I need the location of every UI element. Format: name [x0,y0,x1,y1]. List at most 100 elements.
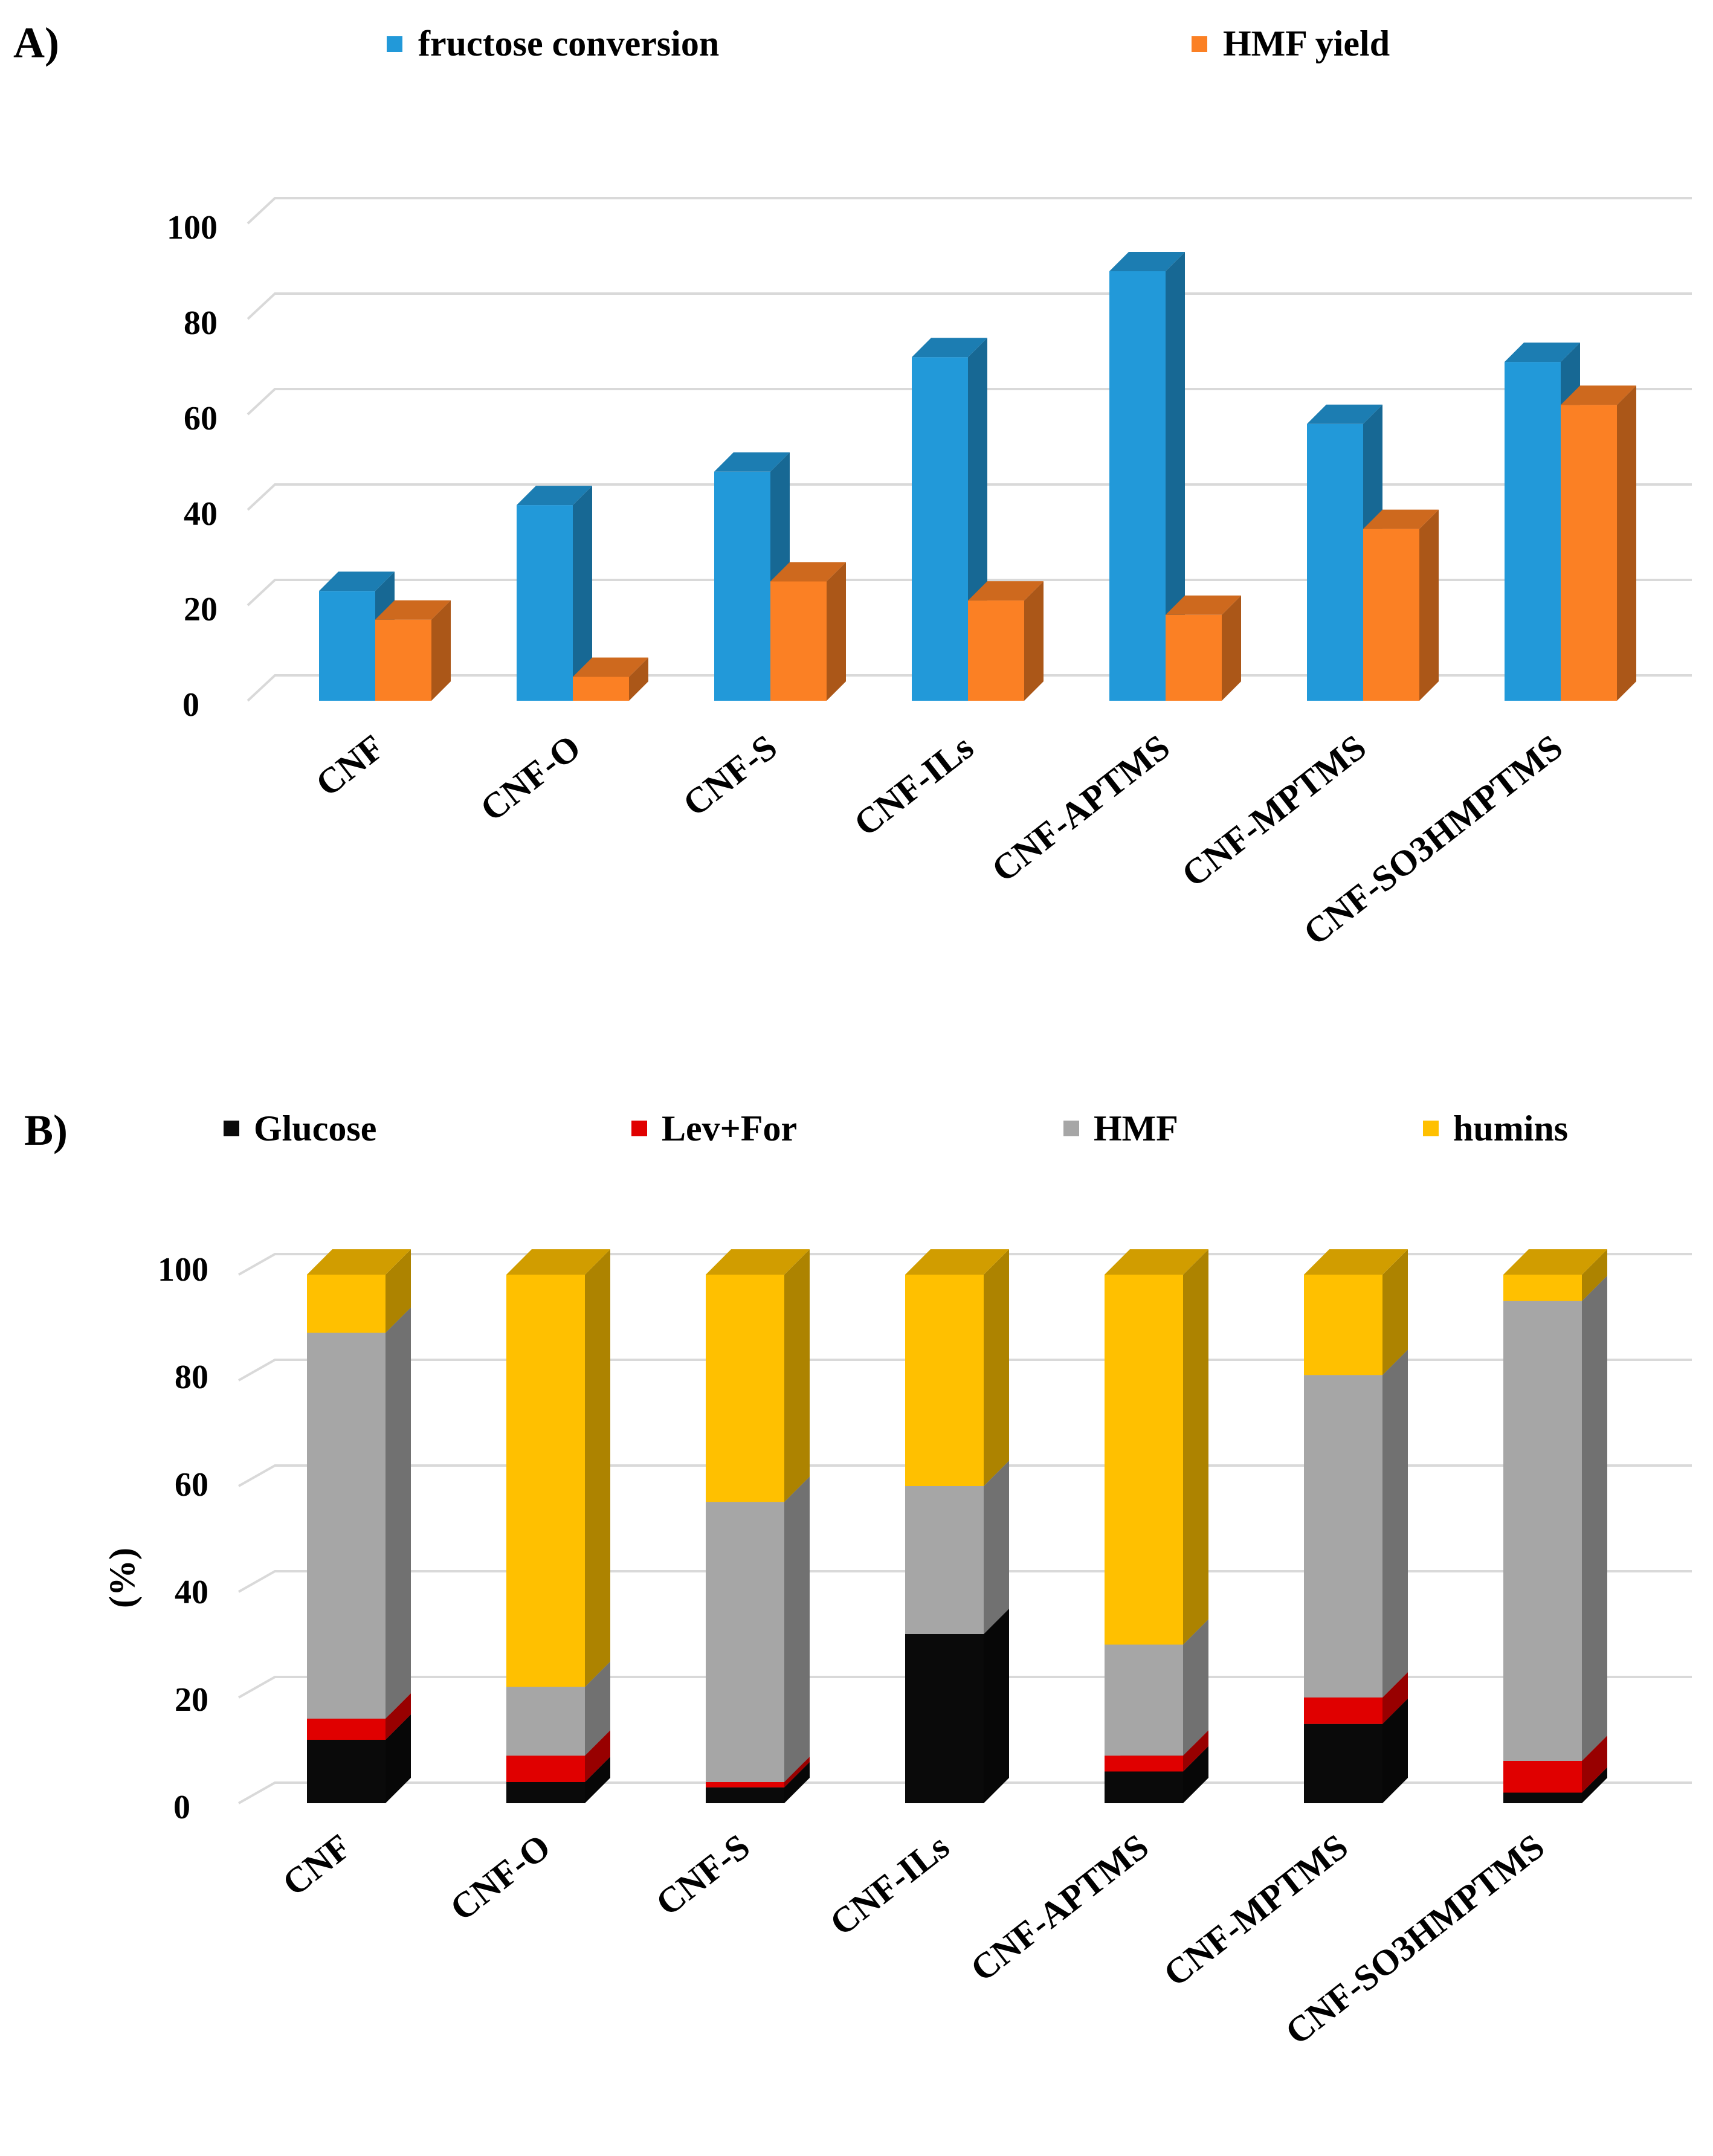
legend-swatch-hmf-yield [1192,36,1207,52]
bar-fructose-conversion-cnf-ils-top [912,338,987,358]
bar-hmf-yield-cnf-mptms [1363,509,1439,701]
bar-segment-glucose-cnf-s-front [706,1787,784,1803]
bar-fructose-conversion-cnf-o [517,486,592,701]
panel-b-x-labels: CNF CNF-O CNF-S CNF-ILs CNF-APTMS CNF-MP… [275,1826,1552,2052]
bar-segment-humins-cnf-mptms-side [1382,1249,1408,1376]
bar-segment-lev-for-cnf-aptms-side [1183,1730,1208,1772]
legend-swatch-hmf [1063,1121,1079,1136]
x-category-label: CNF-S [648,1826,757,1923]
legend-label-fructose-conversion: fructose conversion [418,24,719,63]
bar-segment-hmf-cnf-ils-side [984,1461,1009,1634]
bar-hmf-yield-cnf-ils-top [968,581,1044,601]
bar-segment-humins-cnf-aptms-side [1183,1249,1208,1645]
bar-fructose-conversion-cnf-aptms-front [1109,271,1166,701]
bar-hmf-yield-cnf [375,600,451,701]
bar-segment-glucose-cnf-mptms-side [1382,1698,1408,1803]
bar-segment-humins-cnf-s [706,1249,810,1502]
bar-segment-lev-for-cnf-side [386,1693,411,1740]
y-tick-label: 60 [175,1466,208,1504]
bar-segment-hmf-cnf-mptms-front [1304,1375,1382,1697]
bar-segment-hmf-cnf-s-side [784,1476,810,1782]
gridline [247,579,1692,607]
bar-hmf-yield-cnf-side [431,600,451,701]
bar-segment-humins-cnf-o [506,1249,610,1687]
bar-segment-lev-for-cnf-so3hmptms-front [1503,1761,1582,1793]
bar-hmf-yield-cnf-o-side [629,657,648,701]
gridline [238,1253,1692,1276]
bar-segment-humins-cnf-side [386,1249,411,1333]
panel-a-y-ticks: 0 20 40 60 80 100 [167,209,218,724]
bar-segment-humins-cnf-so3hmptms-top [1503,1249,1607,1275]
gridline [247,388,1692,416]
y-tick-label: 0 [182,686,199,724]
gridline [238,1781,1692,1804]
bar-fructose-conversion-cnf-aptms [1109,252,1185,701]
bar-segment-glucose-cnf-mptms-front [1304,1723,1382,1803]
x-category-label: CNF-ILs [847,727,981,844]
bar-segment-glucose-cnf-o-side [585,1757,610,1803]
bar-segment-hmf-cnf-side [386,1307,411,1719]
bar-segment-glucose-cnf-side [386,1714,411,1803]
bar-segment-lev-for-cnf-so3hmptms-side [1582,1736,1607,1793]
bar-segment-hmf-cnf-so3hmptms-side [1582,1275,1607,1761]
bar-segment-humins-cnf-o-front [506,1275,585,1687]
legend-label-humins: humins [1453,1109,1568,1148]
bar-hmf-yield-cnf-mptms-side [1419,509,1439,701]
gridline [238,1570,1692,1593]
bar-hmf-yield-cnf-o [573,657,648,701]
bar-fructose-conversion-cnf-o-front [517,505,573,701]
x-category-label: CNF [275,1826,358,1903]
bar-fructose-conversion-cnf-s-top [714,452,790,472]
bar-segment-hmf-cnf-o-front [506,1687,585,1756]
panel-b-label: B) [24,1106,68,1154]
legend-label-glucose: Glucose [254,1109,376,1148]
y-tick-label: 80 [184,304,218,342]
bar-hmf-yield-cnf-ils-side [1024,581,1044,701]
bar-segment-lev-for-cnf-aptms-front [1105,1755,1183,1772]
bar-fructose-conversion-cnf-aptms-top [1109,252,1185,271]
x-category-label: CNF-APTMS [984,727,1177,890]
bar-hmf-yield-cnf-front [375,619,431,701]
bar-segment-humins-cnf-o-side [585,1249,610,1687]
gridline [247,483,1692,511]
bar-segment-hmf-cnf-ils-front [905,1486,984,1634]
panel-a-legend: fructose conversion HMF yield [387,24,1390,63]
gridline [247,292,1692,320]
bar-hmf-yield-cnf-so3hmptms-top [1561,385,1636,405]
bar-hmf-yield-cnf-o-front [573,677,629,701]
bar-hmf-yield-cnf-mptms-front [1363,529,1419,701]
y-tick-label: 20 [184,591,218,628]
bar-segment-humins-cnf-o-top [506,1249,610,1275]
bar-segment-glucose-cnf-aptms-side [1183,1746,1208,1803]
y-tick-label: 40 [184,495,218,533]
bar-segment-hmf-cnf-so3hmptms-front [1503,1301,1582,1761]
legend-swatch-glucose [224,1121,239,1136]
bar-fructose-conversion-cnf-top [319,571,395,591]
bar-segment-hmf-cnf-aptms-side [1183,1619,1208,1756]
bar-segment-lev-for-cnf-mptms-front [1304,1697,1382,1724]
bar-fructose-conversion-cnf-s-front [714,471,770,701]
bar-hmf-yield-cnf-aptms-front [1166,614,1222,701]
bar-fructose-conversion-cnf-ils-front [912,357,968,701]
bar-hmf-yield-cnf-aptms-top [1166,595,1241,615]
bar-segment-lev-for-cnf-s-side [784,1757,810,1788]
bar-segment-glucose-cnf-s-side [784,1762,810,1803]
panel-a-label: A) [13,19,59,67]
bar-hmf-yield-cnf-mptms-top [1363,509,1439,529]
panel-b-y-ticks: 0 20 40 60 80 100 [158,1251,208,1826]
bar-segment-glucose-cnf-ils-front [905,1634,984,1803]
bar-fructose-conversion-cnf-aptms-side [1166,252,1185,701]
bar-segment-hmf-cnf-ils [905,1461,1009,1634]
bar-segment-humins-cnf-aptms-top [1105,1249,1208,1275]
bar-segment-humins-cnf [307,1249,411,1333]
bar-segment-hmf-cnf-so3hmptms [1503,1275,1607,1761]
bar-segment-glucose-cnf-aptms-front [1105,1771,1183,1803]
y-tick-label: 80 [175,1359,208,1396]
panel-b-chart: B) Glucose Lev+For HMF humins (%) 0 20 4… [24,1106,1692,2052]
bar-segment-hmf-cnf-mptms-side [1382,1350,1408,1697]
gridline [247,197,1692,225]
bar-segment-hmf-cnf-mptms [1304,1350,1408,1697]
gridline [238,1676,1692,1699]
y-tick-label: 40 [175,1574,208,1611]
